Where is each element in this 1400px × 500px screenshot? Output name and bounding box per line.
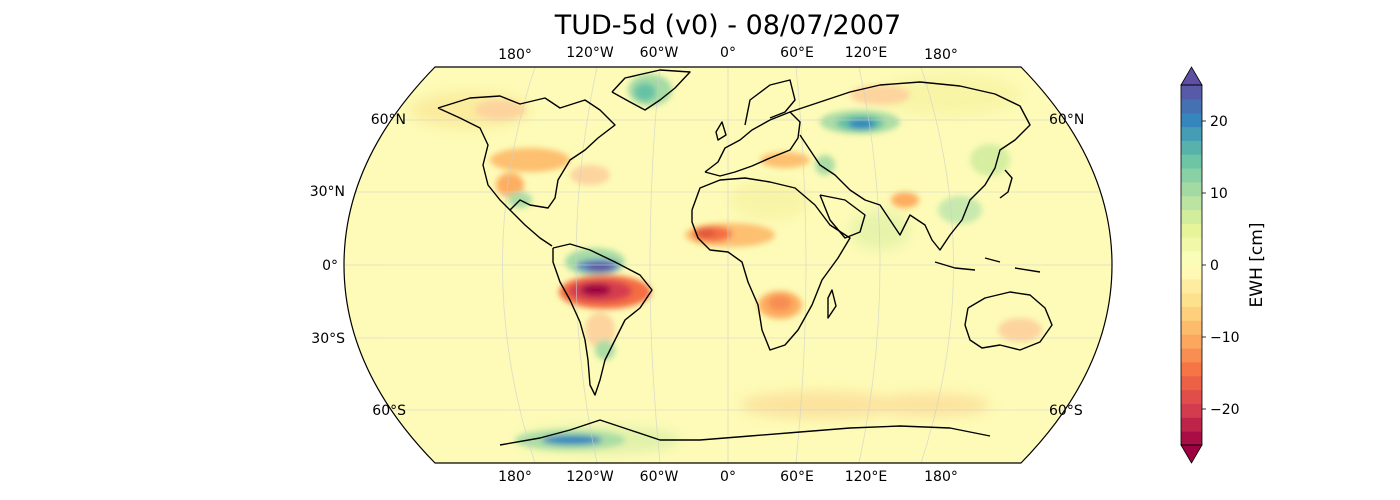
colorbar-level [1181,195,1202,211]
lat-label-right: 60°S [1049,403,1083,419]
coastlines [437,69,1106,446]
lon-labels-bottom: 180° 120°W 60°W 0° 60°E 120°E 180° [498,469,958,485]
colorbar-level [1181,265,1202,280]
colorbar-level [1181,223,1202,238]
lat-label-left: 60°S [372,403,406,419]
colorbar-level [1181,361,1202,377]
colorbar-level [1181,181,1202,197]
colorbar-tick-label: −20 [1210,402,1240,418]
colorbar-label: EWH [cm] [1247,223,1267,308]
lon-label-bottom: 120°W [566,469,614,485]
colorbar-level [1181,334,1202,349]
lat-labels-left: 60°N 30°N 0° 30°S 60°S [310,112,406,419]
lon-label-bottom: 120°E [845,469,888,485]
lon-label-bottom: 60°W [640,469,679,485]
lon-label-top: 120°W [566,45,614,61]
colorbar: 20 10 0 −10 −20 [1180,66,1240,464]
lon-label-top: 180° [924,47,958,63]
lon-label-bottom: 180° [498,469,532,485]
colorbar-level [1181,417,1202,432]
lon-label-top: 0° [720,45,736,61]
lat-label-left: 30°N [310,184,345,200]
lon-label-top: 180° [498,47,532,63]
lon-label-bottom: 0° [720,469,736,485]
lat-label-left: 0° [322,258,338,274]
colorbar-level [1181,168,1202,183]
colorbar-tick-label: −10 [1210,330,1240,346]
lon-label-bottom: 180° [924,469,958,485]
lon-labels-top: 180° 120°W 60°W 0° 60°E 120°E 180° [498,45,958,63]
colorbar-level [1181,403,1202,418]
colorbar-level [1181,209,1202,224]
map-title: TUD-5d (v0) - 08/07/2007 [554,10,902,41]
colorbar-level [1181,278,1202,294]
colorbar-level [1181,431,1202,446]
colorbar-level [1181,306,1202,321]
anomaly-field [344,67,1112,463]
colorbar-level [1181,126,1202,141]
colorbar-level [1181,154,1202,169]
colorbar-level [1181,389,1202,404]
lon-label-top: 60°W [640,45,679,61]
colorbar-tick-label: 10 [1210,186,1228,202]
lon-label-bottom: 60°E [780,469,814,485]
lon-label-top: 60°E [780,45,814,61]
lat-label-left: 60°N [371,112,406,128]
colorbar-level [1181,320,1202,335]
map-outline [343,66,1113,464]
colorbar-extend-min [1180,444,1203,464]
colorbar-level [1181,85,1202,100]
colorbar-level [1181,112,1202,128]
colorbar-level [1181,348,1202,363]
colorbar-tick-label: 20 [1210,114,1228,130]
colorbar-tick-label: 0 [1210,258,1219,274]
lat-labels-right: 60°N 60°S [1049,112,1084,419]
lat-label-left: 30°S [311,331,345,347]
lat-label-right: 60°N [1049,112,1084,128]
colorbar-level [1181,237,1202,252]
colorbar-extend-max [1180,66,1203,86]
colorbar-level [1181,140,1202,155]
colorbar-level [1181,251,1202,266]
colorbar-level [1181,98,1202,114]
lon-label-top: 120°E [845,45,888,61]
graticule [344,67,1112,463]
colorbar-level [1181,375,1202,391]
colorbar-level [1181,292,1202,308]
